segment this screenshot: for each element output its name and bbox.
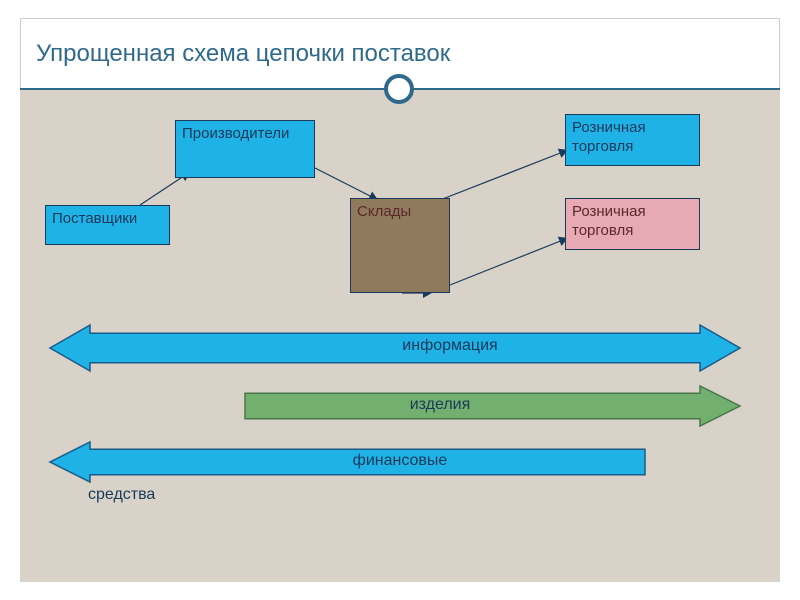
node-warehouses: Склады bbox=[350, 198, 450, 293]
diagram-canvas: ПоставщикиПроизводители Склады Розничная т… bbox=[20, 90, 780, 582]
extra-label-0: средства bbox=[88, 486, 155, 504]
flow-label-finance: финансовые bbox=[320, 452, 480, 470]
node-suppliers: Поставщики bbox=[45, 205, 170, 245]
node-retail2: Розничная торговля bbox=[565, 198, 700, 250]
flow-label-info: информация bbox=[370, 337, 530, 355]
title-ring-icon bbox=[384, 74, 414, 104]
flow-label-goods: изделия bbox=[360, 396, 520, 414]
page-title: Упрощенная схема цепочки поставок bbox=[36, 40, 450, 68]
node-producers: Производители bbox=[175, 120, 315, 178]
node-retail1: Розничная торговля bbox=[565, 114, 700, 166]
